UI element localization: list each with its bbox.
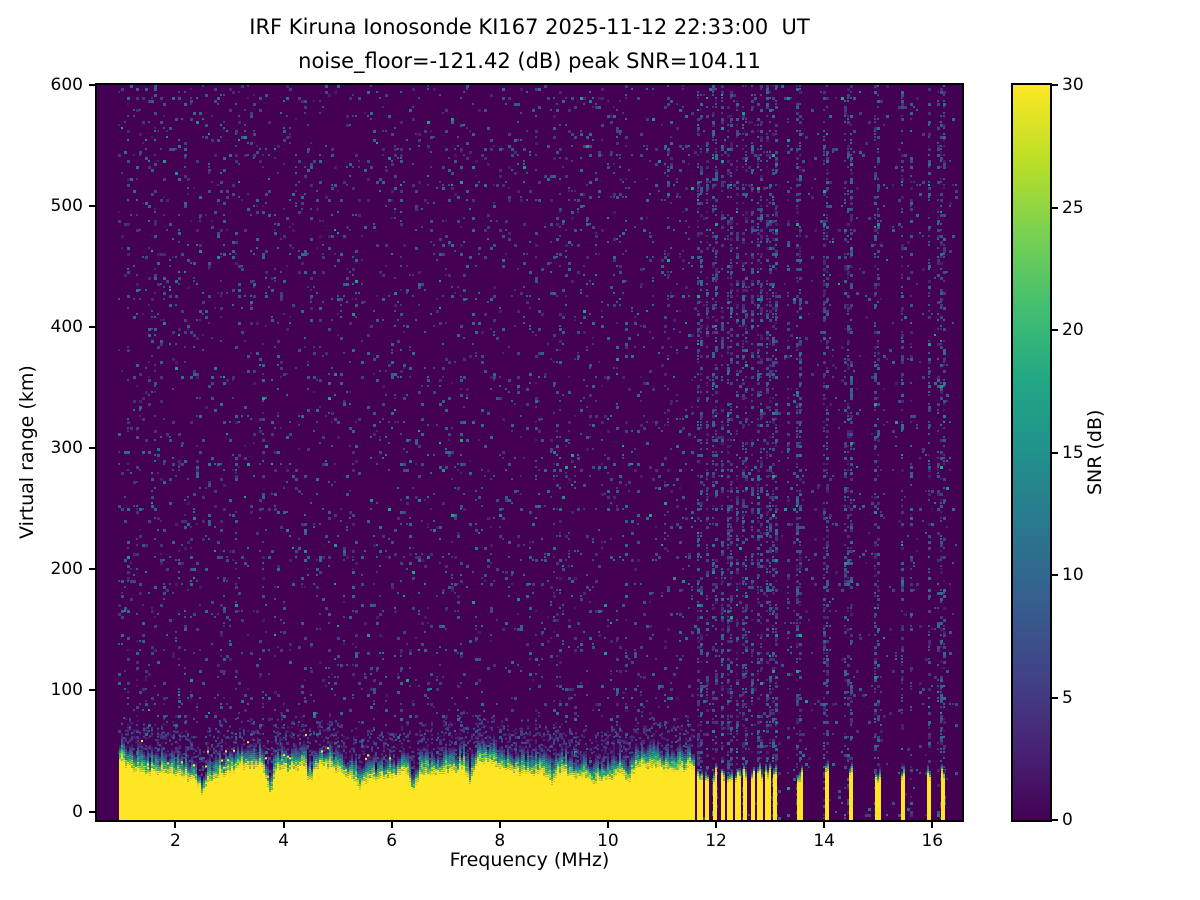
- y-tick-mark: [89, 326, 95, 329]
- x-tick-mark: [390, 822, 393, 828]
- y-tick-mark: [89, 84, 95, 86]
- colorbar-tick-mark: [1052, 819, 1058, 821]
- colorbar-tick-label: 5: [1062, 687, 1073, 708]
- y-tick-mark: [89, 810, 95, 813]
- colorbar-tick-label: 20: [1062, 320, 1084, 340]
- y-tick-label: 400: [50, 317, 83, 338]
- figure-title: IRF Kiruna Ionosonde KI167 2025-11-12 22…: [97, 10, 962, 78]
- y-tick-label: 300: [50, 438, 83, 459]
- colorbar-tick-label: 0: [1062, 810, 1073, 830]
- y-tick-label: 100: [50, 680, 83, 701]
- colorbar-tick-mark: [1052, 329, 1058, 331]
- x-tick-mark: [823, 822, 826, 828]
- x-tick-mark: [715, 822, 718, 828]
- x-tick-label: 4: [278, 831, 289, 851]
- colorbar-tick-label: 25: [1062, 197, 1084, 218]
- ionogram-heatmap-canvas: [97, 85, 962, 820]
- x-tick-mark: [606, 822, 609, 828]
- colorbar-tick-mark: [1052, 696, 1058, 699]
- x-tick-label: 6: [386, 831, 398, 851]
- y-tick-label: 200: [50, 559, 83, 580]
- colorbar-tick-mark: [1052, 451, 1058, 454]
- y-tick-mark: [89, 568, 95, 571]
- x-tick-label: 10: [597, 831, 619, 851]
- x-tick-mark: [282, 822, 285, 828]
- y-tick-mark: [89, 689, 95, 692]
- y-tick-mark: [89, 205, 95, 208]
- x-tick-label: 12: [705, 831, 727, 851]
- y-tick-label: 0: [72, 801, 83, 822]
- x-tick-label: 2: [169, 831, 181, 851]
- colorbar-tick-mark: [1052, 206, 1058, 209]
- x-tick-label: 8: [494, 831, 506, 851]
- colorbar-tick-mark: [1052, 84, 1058, 86]
- y-tick-mark: [89, 447, 95, 450]
- colorbar-tick-label: 30: [1062, 75, 1084, 95]
- colorbar-tick-label: 15: [1062, 442, 1084, 463]
- x-tick-mark: [174, 822, 177, 828]
- colorbar-label: SNR (dB): [1084, 409, 1106, 496]
- colorbar-tick-label: 10: [1062, 565, 1084, 585]
- colorbar-tick-mark: [1052, 574, 1058, 576]
- x-axis-label: Frequency (MHz): [449, 849, 610, 871]
- x-tick-label: 16: [921, 831, 944, 851]
- x-tick-mark: [498, 822, 501, 828]
- colorbar-gradient-canvas: [1013, 85, 1050, 820]
- x-tick-label: 14: [813, 831, 835, 851]
- x-tick-mark: [931, 822, 934, 828]
- y-tick-label: 500: [50, 196, 83, 217]
- y-tick-label: 600: [50, 75, 83, 95]
- figure-title-line2: noise_floor=-121.42 (dB) peak SNR=104.11: [298, 49, 761, 73]
- figure-title-line1: IRF Kiruna Ionosonde KI167 2025-11-12 22…: [249, 15, 810, 39]
